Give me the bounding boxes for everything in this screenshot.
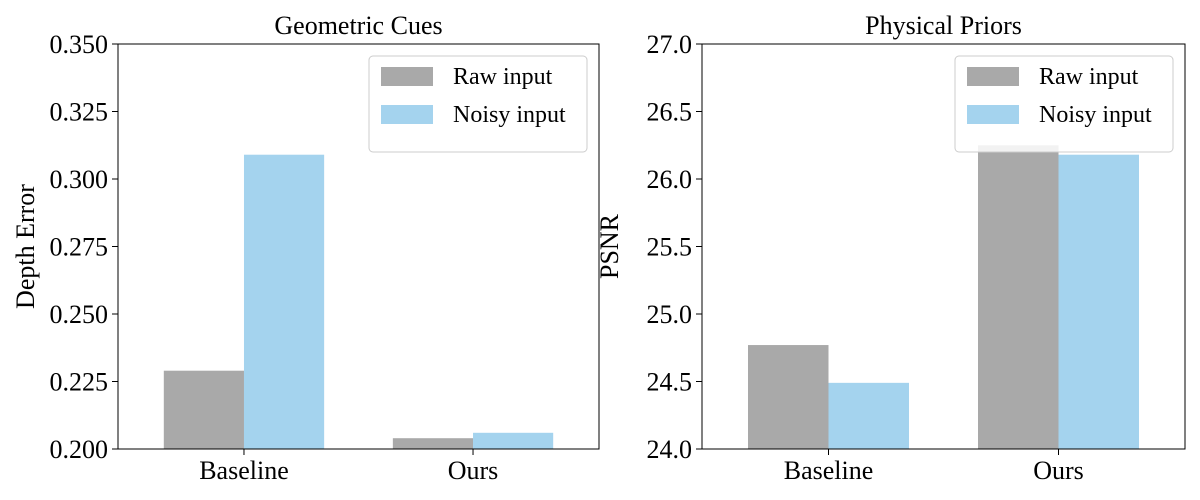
bar-raw-input-ours (392, 438, 474, 449)
y-tick-label: 0.350 (50, 30, 109, 59)
y-tick-label: 27.0 (647, 30, 693, 59)
legend-label-raw-input: Raw input (453, 64, 553, 90)
y-tick-label: 25.0 (647, 300, 693, 329)
chart-title: Geometric Cues (274, 11, 442, 40)
y-tick-label: 24.5 (647, 368, 693, 397)
y-tick-label: 0.250 (50, 300, 109, 329)
legend-swatch-raw-input (967, 67, 1019, 86)
x-tick-label-baseline: Baseline (784, 456, 874, 485)
legend-label-noisy-input: Noisy input (453, 102, 566, 128)
y-tick-label: 24.0 (647, 435, 693, 464)
chart-geometric-cues: 0.200 0.225 0.250 0.275 0.300 0.325 0.350 Basel… (11, 11, 600, 485)
legend-label-raw-input: Raw input (1039, 64, 1139, 90)
y-tick-label: 26.5 (647, 98, 693, 127)
y-tick-label: 0.200 (50, 435, 109, 464)
y-axis-label: PSNR (595, 213, 624, 279)
x-tick-label-ours: Ours (448, 456, 499, 485)
chart-physical-priors: 24.0 24.5 25.0 25.5 26.0 26.5 27.0 Baseline Ours… (595, 11, 1186, 485)
y-tick-label: 25.5 (647, 233, 693, 262)
chart-title: Physical Priors (865, 11, 1022, 40)
y-tick-label: 0.300 (50, 165, 109, 194)
bar-noisy-input-ours (473, 432, 554, 449)
y-tick-label: 0.225 (50, 368, 109, 397)
bar-raw-input-baseline (163, 370, 244, 449)
x-tick-label-ours: Ours (1033, 456, 1084, 485)
bar-raw-input-baseline (748, 345, 829, 449)
bar-raw-input-ours (978, 145, 1059, 449)
bar-noisy-input-baseline (243, 154, 325, 449)
bar-noisy-input-baseline (828, 382, 909, 449)
y-tick-label: 0.325 (50, 98, 109, 127)
legend-swatch-raw-input (381, 67, 433, 86)
y-axis-label: Depth Error (11, 184, 40, 309)
x-tick-label-baseline: Baseline (199, 456, 289, 485)
y-tick-label: 0.275 (50, 233, 109, 262)
legend-swatch-noisy-input (967, 105, 1019, 124)
y-tick-label: 26.0 (647, 165, 693, 194)
bar-noisy-input-ours (1058, 154, 1139, 449)
legend-swatch-noisy-input (381, 105, 433, 124)
legend-label-noisy-input: Noisy input (1039, 102, 1152, 128)
